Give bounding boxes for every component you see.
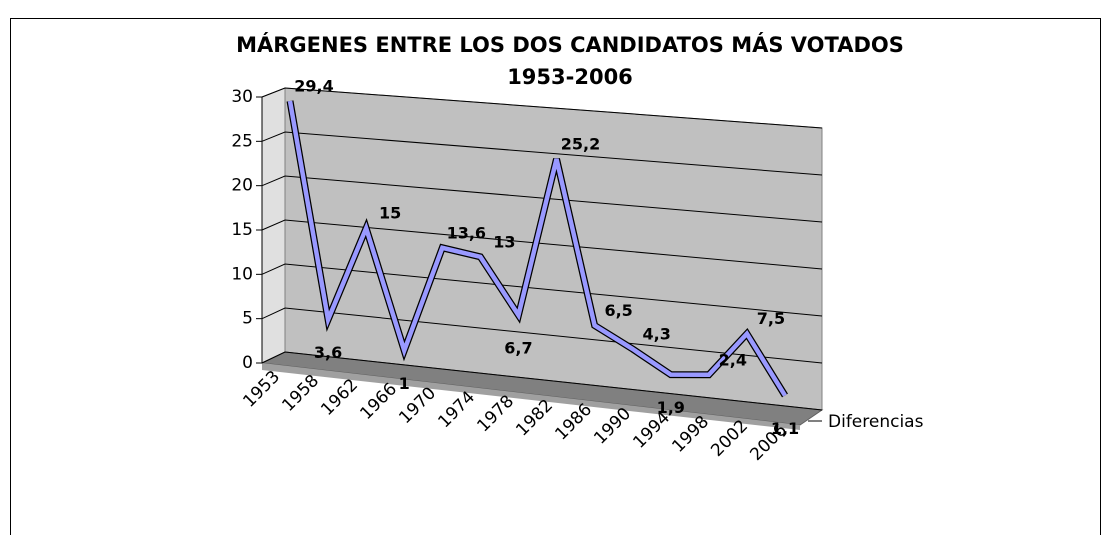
value-label: 13 (493, 232, 515, 251)
value-label: 6,7 (504, 339, 532, 358)
floor-edge (262, 363, 800, 430)
value-label: 29,4 (294, 76, 333, 95)
y-tick-label: 20 (231, 176, 253, 196)
value-label: 25,2 (561, 134, 600, 153)
chart-subtitle: 1953-2006 (507, 65, 633, 89)
legend-label: Diferencias (828, 412, 924, 432)
y-tick-label: 30 (231, 87, 253, 107)
grid-line (261, 87, 823, 129)
value-label: 2,4 (719, 350, 747, 369)
grid-line (261, 263, 823, 317)
y-tick-label: 15 (231, 220, 253, 240)
y-tick-label: 10 (231, 264, 253, 284)
grid-line (261, 175, 823, 223)
y-tick-label: 0 (242, 353, 253, 373)
value-label: 15 (379, 204, 401, 223)
grid-line (261, 307, 823, 364)
value-label: 6,5 (604, 301, 632, 320)
grid-line (261, 351, 823, 411)
value-label: 3,6 (314, 343, 342, 362)
line (287, 100, 787, 397)
value-label: 1,1 (771, 419, 799, 438)
y-tick-label: 25 (231, 131, 253, 151)
value-label: 1,9 (657, 398, 685, 417)
grid-line (261, 131, 823, 176)
value-label: 4,3 (643, 325, 671, 344)
grid-line (261, 219, 823, 270)
value-label: 13,6 (447, 223, 486, 242)
value-label: 7,5 (757, 309, 785, 328)
y-tick-label: 5 (242, 309, 253, 329)
chart-title: MÁRGENES ENTRE LOS DOS CANDIDATOS MÁS VO… (236, 32, 904, 57)
value-label: 1 (399, 374, 410, 393)
